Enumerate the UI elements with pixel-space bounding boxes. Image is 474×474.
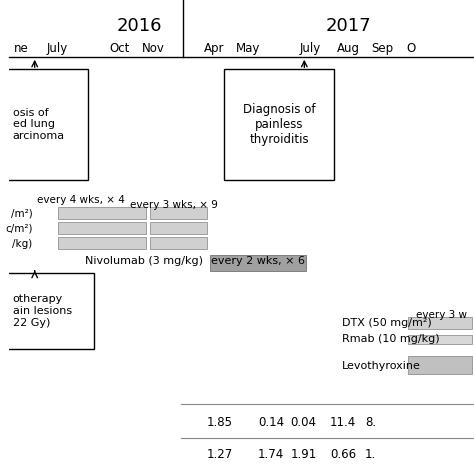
Text: /m²): /m²) bbox=[10, 209, 32, 219]
Text: every 2 wks, × 6: every 2 wks, × 6 bbox=[211, 255, 305, 266]
Bar bbox=[149, 222, 207, 234]
Text: every 4 wks, × 4: every 4 wks, × 4 bbox=[37, 195, 125, 205]
Text: ne: ne bbox=[14, 42, 28, 55]
Text: Nivolumab (3 mg/kg): Nivolumab (3 mg/kg) bbox=[85, 255, 203, 266]
Text: July: July bbox=[300, 42, 321, 55]
Text: 1.85: 1.85 bbox=[207, 416, 233, 429]
FancyBboxPatch shape bbox=[7, 273, 94, 349]
Text: 1.: 1. bbox=[365, 447, 376, 461]
Text: 1.74: 1.74 bbox=[258, 447, 284, 461]
Text: 0.14: 0.14 bbox=[258, 416, 284, 429]
Text: c/m²): c/m²) bbox=[5, 224, 32, 234]
Text: O: O bbox=[407, 42, 416, 55]
Text: DTX (50 mg/m²): DTX (50 mg/m²) bbox=[341, 318, 431, 328]
Text: 1.91: 1.91 bbox=[291, 447, 317, 461]
Bar bbox=[149, 237, 207, 249]
FancyBboxPatch shape bbox=[224, 69, 334, 180]
Text: Oct: Oct bbox=[109, 42, 129, 55]
Text: every 3 w: every 3 w bbox=[416, 310, 467, 320]
Bar bbox=[408, 356, 472, 374]
Text: otherapy
ain lesions
22 Gy): otherapy ain lesions 22 Gy) bbox=[13, 294, 72, 328]
Text: May: May bbox=[236, 42, 260, 55]
Text: 0.04: 0.04 bbox=[291, 416, 316, 429]
Text: Nov: Nov bbox=[142, 42, 164, 55]
Bar bbox=[149, 207, 207, 219]
Text: July: July bbox=[46, 42, 68, 55]
Text: 8.: 8. bbox=[365, 416, 376, 429]
Bar bbox=[58, 222, 146, 234]
Bar bbox=[210, 255, 306, 271]
Text: Levothyroxine: Levothyroxine bbox=[341, 361, 420, 371]
Text: osis of
ed lung
arcinoma: osis of ed lung arcinoma bbox=[13, 108, 65, 141]
Text: Apr: Apr bbox=[204, 42, 225, 55]
Bar bbox=[408, 335, 472, 344]
Text: Sep: Sep bbox=[372, 42, 394, 55]
FancyBboxPatch shape bbox=[7, 69, 88, 180]
Text: 11.4: 11.4 bbox=[330, 416, 356, 429]
Text: /kg): /kg) bbox=[12, 239, 32, 249]
Bar bbox=[408, 317, 472, 329]
Text: 2016: 2016 bbox=[117, 17, 162, 35]
Text: every 3 wks, × 9: every 3 wks, × 9 bbox=[130, 200, 218, 210]
Text: 0.66: 0.66 bbox=[330, 447, 356, 461]
Bar bbox=[58, 237, 146, 249]
Text: 2017: 2017 bbox=[326, 17, 371, 35]
Text: Aug: Aug bbox=[337, 42, 360, 55]
Text: Rmab (10 mg/kg): Rmab (10 mg/kg) bbox=[341, 334, 439, 345]
Text: 1.27: 1.27 bbox=[207, 447, 233, 461]
Text: Diagnosis of
painless
thyroiditis: Diagnosis of painless thyroiditis bbox=[243, 103, 315, 146]
Bar bbox=[58, 207, 146, 219]
